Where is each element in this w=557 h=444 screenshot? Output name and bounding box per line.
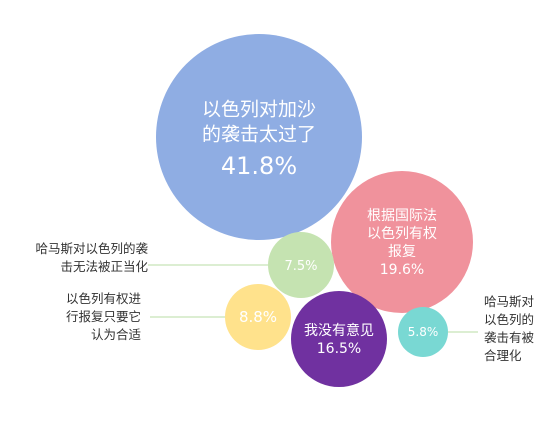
bubble-value-4: 7.5% — [284, 259, 317, 274]
outside-label-5-0: 哈马斯对 — [484, 294, 534, 309]
bubble-label-2-0: 我没有意见 — [304, 322, 374, 339]
bubble-5 — [398, 307, 448, 357]
bubble-value-5: 5.8% — [408, 325, 439, 339]
bubble-value-0: 41.8% — [221, 152, 297, 180]
bubble-2 — [291, 291, 387, 387]
bubble-value-3: 8.8% — [239, 308, 277, 326]
bubble-4 — [268, 232, 334, 298]
bubble-label-0-0: 以色列对加沙 — [202, 99, 316, 121]
bubble-1 — [331, 171, 473, 313]
outside-label-5-1: 以色列的 — [484, 312, 534, 327]
outside-label-4-0: 哈马斯对以色列的袭 — [35, 241, 148, 256]
bubble-label-1-1: 以色列有权 — [367, 225, 437, 242]
outside-label-5-2: 袭击有被 — [484, 330, 535, 345]
outside-label-3-2: 认为合适 — [91, 327, 141, 342]
bubble-value-2: 16.5% — [317, 341, 361, 357]
bubble-3 — [225, 284, 291, 350]
bubble-value-1: 19.6% — [380, 262, 424, 278]
outside-label-4-1: 击无法被正当化 — [60, 259, 148, 274]
bubble-0 — [156, 34, 362, 240]
bubble-label-1-0: 根据国际法 — [367, 208, 437, 224]
outside-label-5-3: 合理化 — [484, 348, 522, 363]
outside-label-3-0: 以色列有权进 — [66, 291, 142, 306]
bubble-label-1-2: 报复 — [388, 243, 416, 260]
outside-label-3-1: 行报复只要它 — [66, 309, 141, 324]
bubble-label-0-1: 的袭击太过了 — [202, 124, 316, 146]
